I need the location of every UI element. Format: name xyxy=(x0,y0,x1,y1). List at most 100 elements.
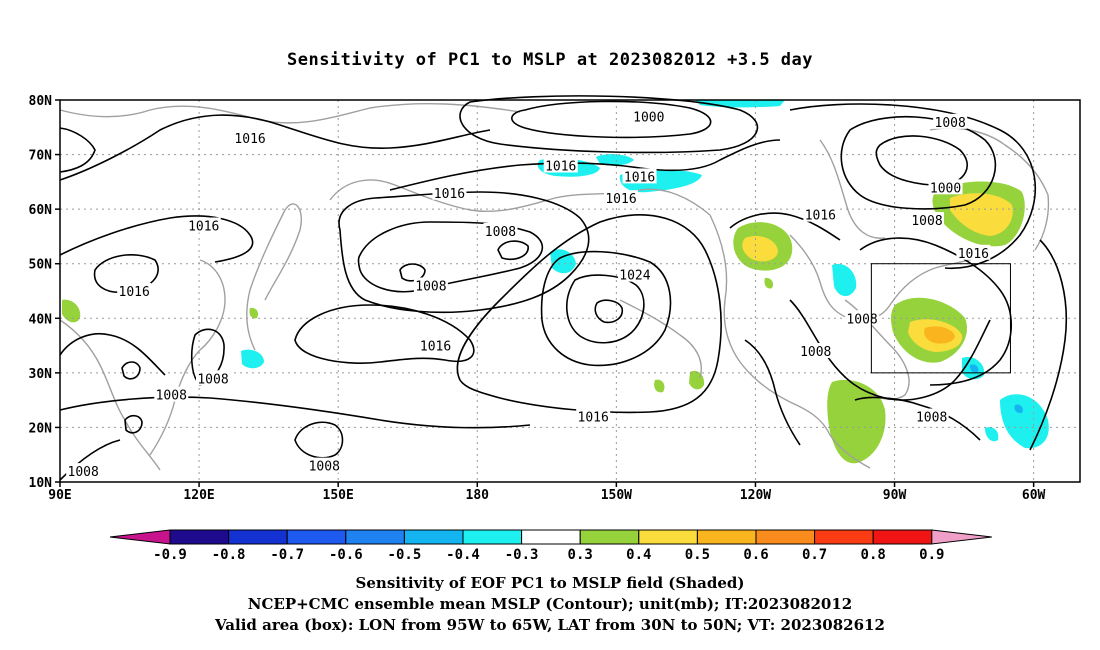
contour-label: 1016 xyxy=(578,411,609,426)
coastline xyxy=(59,102,521,124)
contour-label-bg xyxy=(914,408,949,424)
coastline xyxy=(59,319,161,471)
positive-region xyxy=(827,379,886,464)
lon-tick-label: 150E xyxy=(323,488,354,503)
contour-label: 1008 xyxy=(485,225,516,240)
colorbar-segment xyxy=(403,529,464,545)
lat-tick-label: 10N xyxy=(29,476,53,491)
colorbar-label: -0.3 xyxy=(505,547,539,563)
contour-label-bg xyxy=(604,190,638,206)
contour-label-bg xyxy=(617,266,652,282)
latitude-axis: 80N 70N 60N 50N 40N 30N 20N 10N xyxy=(29,94,60,491)
isobar-1008-arctic xyxy=(459,95,759,154)
negative-region xyxy=(241,349,264,369)
isobar-1008-mexico xyxy=(744,339,801,446)
isobar-1008-tropical-w xyxy=(59,333,166,376)
isobar-1016-west xyxy=(294,304,475,364)
positive-region xyxy=(924,326,955,344)
coastline xyxy=(709,214,871,469)
lat-tick-label: 50N xyxy=(29,258,53,273)
contour-label: 1016 xyxy=(624,170,655,185)
colorbar-segment xyxy=(872,529,933,545)
contour-label-bg xyxy=(631,108,666,124)
contour-label: 1008 xyxy=(309,460,340,475)
colorbar-label: 0.7 xyxy=(802,547,827,563)
contour-label: 1008 xyxy=(415,280,446,295)
negative-region xyxy=(832,263,857,297)
contour-label: 1016 xyxy=(605,192,636,207)
lat-tick-label: 30N xyxy=(29,367,53,382)
negative-region xyxy=(1014,404,1023,414)
contour-label-bg xyxy=(432,184,467,200)
lon-tick-label: 150W xyxy=(601,488,632,503)
lon-tick-label: 90E xyxy=(48,488,71,503)
contour-label: 1016 xyxy=(805,209,836,224)
contour-label-bg xyxy=(543,157,578,173)
isobar-1000-atlantic xyxy=(875,135,968,186)
lat-tick-label: 40N xyxy=(29,312,53,327)
lat-tick-label: 80N xyxy=(29,94,53,109)
lon-tick-label: 180 xyxy=(466,488,490,503)
contour-label: 1008 xyxy=(846,312,877,327)
contour-label-bg xyxy=(798,343,833,359)
positive-region xyxy=(62,299,81,323)
negative-region xyxy=(969,364,979,373)
colorbar-label: -0.5 xyxy=(388,547,422,563)
map-title: Sensitivity of PC1 to MSLP at 2023082012… xyxy=(286,50,813,70)
contour-label-bg xyxy=(576,408,611,424)
colorbar-label: -0.9 xyxy=(153,547,187,563)
contour-label-bg xyxy=(413,277,448,293)
contour-label: 1000 xyxy=(633,110,664,125)
caption-line-2: NCEP+CMC ensemble mean MSLP (Contour); u… xyxy=(247,595,853,613)
contour-label: 1008 xyxy=(916,411,947,426)
isobar-1024-inner xyxy=(594,299,624,324)
colorbar-label: -0.8 xyxy=(212,547,246,563)
isobar-1016-asia-2 xyxy=(93,254,159,294)
contour-label: 1016 xyxy=(188,220,219,235)
contour-label: 1008 xyxy=(156,389,187,404)
colorbar-segment xyxy=(521,529,581,545)
contour-label: 1008 xyxy=(911,214,942,229)
contour-label-bg xyxy=(117,283,152,298)
isobar-1008-inner-1 xyxy=(399,263,426,282)
isobar-1016-subtropical-high xyxy=(456,214,722,414)
coastline xyxy=(619,299,702,379)
isobar-1008-north-pacific-w xyxy=(59,127,96,173)
longitude-axis: 90E 120E 150E 180 150W 120W 90W 60W xyxy=(48,482,1046,503)
contour-label-bg xyxy=(910,212,944,228)
contour-label-bg xyxy=(66,463,101,479)
colorbar-label: -0.7 xyxy=(270,547,304,563)
graticule xyxy=(60,100,1080,482)
contour-label: 1024 xyxy=(619,269,650,284)
contour-label: 1016 xyxy=(119,285,150,300)
positive-region xyxy=(249,307,259,319)
colorbar-segment xyxy=(345,529,405,545)
coastline xyxy=(329,179,711,216)
lon-tick-label: 120E xyxy=(183,488,214,503)
isobar-1008-atlantic xyxy=(840,115,997,210)
colorbar-label: 0.9 xyxy=(919,547,944,563)
isobar-1016-atlantic-east xyxy=(1029,239,1068,451)
isobar-1008-us xyxy=(729,212,841,241)
caption-block: Sensitivity of EOF PC1 to MSLP field (Sh… xyxy=(0,573,1100,636)
colorbar-label: -0.4 xyxy=(446,547,480,563)
isobar-1024-outer xyxy=(540,250,672,367)
isobar-1008-inner-2 xyxy=(497,240,529,261)
contour-label: 1008 xyxy=(197,372,228,387)
contour-label-bg xyxy=(803,206,838,222)
coastline xyxy=(246,203,302,351)
contour-label: 1008 xyxy=(68,465,99,480)
lon-tick-label: 60W xyxy=(1022,488,1046,503)
contour-label-bg xyxy=(933,113,968,129)
positive-region xyxy=(689,370,705,390)
contour-label: 1008 xyxy=(800,345,831,360)
colorbar-segment xyxy=(286,529,347,545)
coastline xyxy=(149,259,226,456)
isobar-1016-asia xyxy=(59,215,254,263)
contour-label-bg xyxy=(154,386,189,402)
positive-region xyxy=(764,277,774,289)
contour-label-bg xyxy=(845,310,880,326)
colorbar-segment xyxy=(814,529,874,545)
colorbar-segment xyxy=(579,529,640,545)
contour-label-bg xyxy=(928,179,963,195)
